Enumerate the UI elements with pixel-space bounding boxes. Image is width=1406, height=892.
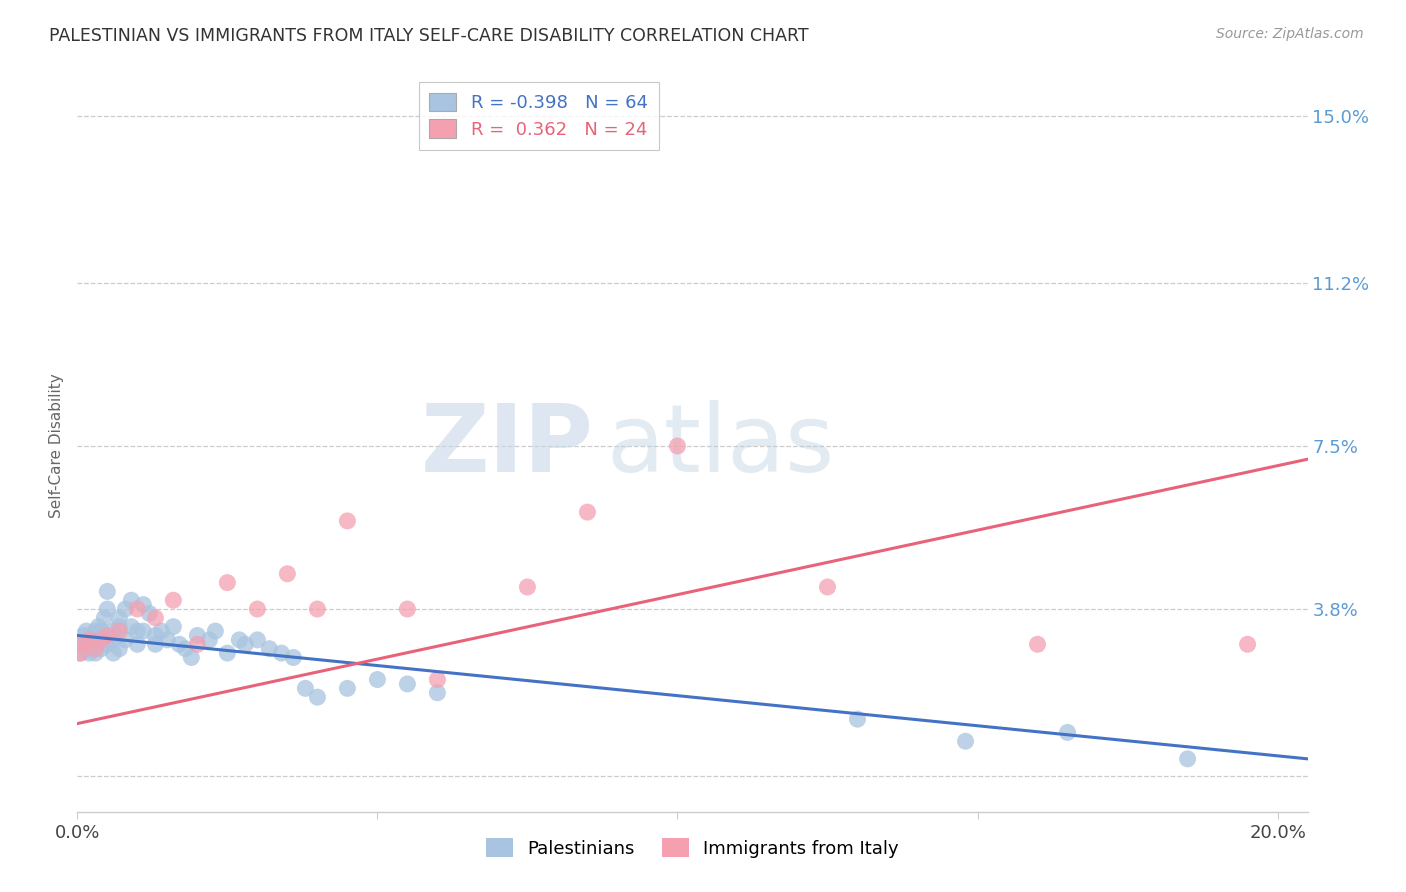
Point bbox=[846, 712, 869, 726]
Point bbox=[96, 637, 118, 651]
Point bbox=[235, 637, 257, 651]
Point bbox=[103, 632, 125, 647]
Point bbox=[276, 566, 298, 581]
Point bbox=[103, 624, 125, 638]
Point bbox=[114, 602, 136, 616]
Point bbox=[138, 607, 160, 621]
Point bbox=[198, 632, 221, 647]
Point bbox=[108, 624, 131, 638]
Point bbox=[103, 646, 125, 660]
Legend: Palestinians, Immigrants from Italy: Palestinians, Immigrants from Italy bbox=[478, 831, 907, 865]
Point bbox=[108, 611, 131, 625]
Point bbox=[75, 624, 97, 638]
Point bbox=[79, 632, 101, 647]
Text: PALESTINIAN VS IMMIGRANTS FROM ITALY SELF-CARE DISABILITY CORRELATION CHART: PALESTINIAN VS IMMIGRANTS FROM ITALY SEL… bbox=[49, 27, 808, 45]
Point bbox=[1056, 725, 1078, 739]
Point bbox=[132, 624, 155, 638]
Point bbox=[79, 637, 101, 651]
Point bbox=[120, 620, 142, 634]
Point bbox=[93, 611, 115, 625]
Text: Source: ZipAtlas.com: Source: ZipAtlas.com bbox=[1216, 27, 1364, 41]
Point bbox=[228, 632, 250, 647]
Point bbox=[246, 602, 269, 616]
Point bbox=[79, 632, 101, 647]
Point bbox=[108, 641, 131, 656]
Point bbox=[576, 505, 599, 519]
Point bbox=[143, 611, 166, 625]
Point bbox=[150, 624, 173, 638]
Point bbox=[127, 624, 149, 638]
Point bbox=[217, 575, 239, 590]
Point bbox=[87, 620, 110, 634]
Point bbox=[143, 628, 166, 642]
Point bbox=[186, 637, 208, 651]
Point bbox=[69, 646, 91, 660]
Point bbox=[217, 646, 239, 660]
Point bbox=[108, 620, 131, 634]
Point bbox=[69, 646, 91, 660]
Point bbox=[96, 602, 118, 616]
Point bbox=[90, 632, 112, 647]
Point bbox=[114, 632, 136, 647]
Point bbox=[84, 641, 107, 656]
Point bbox=[270, 646, 292, 660]
Point bbox=[1026, 637, 1049, 651]
Point bbox=[84, 646, 107, 660]
Point bbox=[336, 514, 359, 528]
Point bbox=[283, 650, 305, 665]
Point bbox=[96, 584, 118, 599]
Point bbox=[955, 734, 977, 748]
Point bbox=[307, 602, 329, 616]
Point bbox=[84, 632, 107, 647]
Point bbox=[307, 690, 329, 705]
Point bbox=[143, 637, 166, 651]
Text: ZIP: ZIP bbox=[422, 400, 595, 492]
Text: atlas: atlas bbox=[606, 400, 835, 492]
Point bbox=[817, 580, 839, 594]
Point bbox=[396, 677, 419, 691]
Point bbox=[426, 686, 449, 700]
Point bbox=[127, 602, 149, 616]
Point bbox=[156, 632, 179, 647]
Point bbox=[396, 602, 419, 616]
Point bbox=[96, 628, 118, 642]
Point bbox=[127, 637, 149, 651]
Point bbox=[204, 624, 226, 638]
Point bbox=[180, 650, 202, 665]
Point bbox=[336, 681, 359, 696]
Point bbox=[120, 593, 142, 607]
Point bbox=[259, 641, 281, 656]
Point bbox=[169, 637, 191, 651]
Point bbox=[90, 641, 112, 656]
Point bbox=[90, 624, 112, 638]
Point bbox=[72, 637, 94, 651]
Point bbox=[84, 641, 107, 656]
Point bbox=[82, 628, 104, 642]
Point bbox=[516, 580, 538, 594]
Point bbox=[84, 624, 107, 638]
Point bbox=[426, 673, 449, 687]
Point bbox=[1177, 752, 1199, 766]
Point bbox=[162, 593, 184, 607]
Point bbox=[79, 646, 101, 660]
Point bbox=[72, 628, 94, 642]
Point bbox=[246, 632, 269, 647]
Y-axis label: Self-Care Disability: Self-Care Disability bbox=[49, 374, 65, 518]
Point bbox=[294, 681, 316, 696]
Point bbox=[186, 628, 208, 642]
Point bbox=[162, 620, 184, 634]
Point bbox=[90, 632, 112, 647]
Point bbox=[75, 641, 97, 656]
Point bbox=[174, 641, 197, 656]
Point bbox=[72, 637, 94, 651]
Point bbox=[666, 439, 689, 453]
Point bbox=[366, 673, 388, 687]
Point bbox=[1236, 637, 1258, 651]
Point bbox=[132, 598, 155, 612]
